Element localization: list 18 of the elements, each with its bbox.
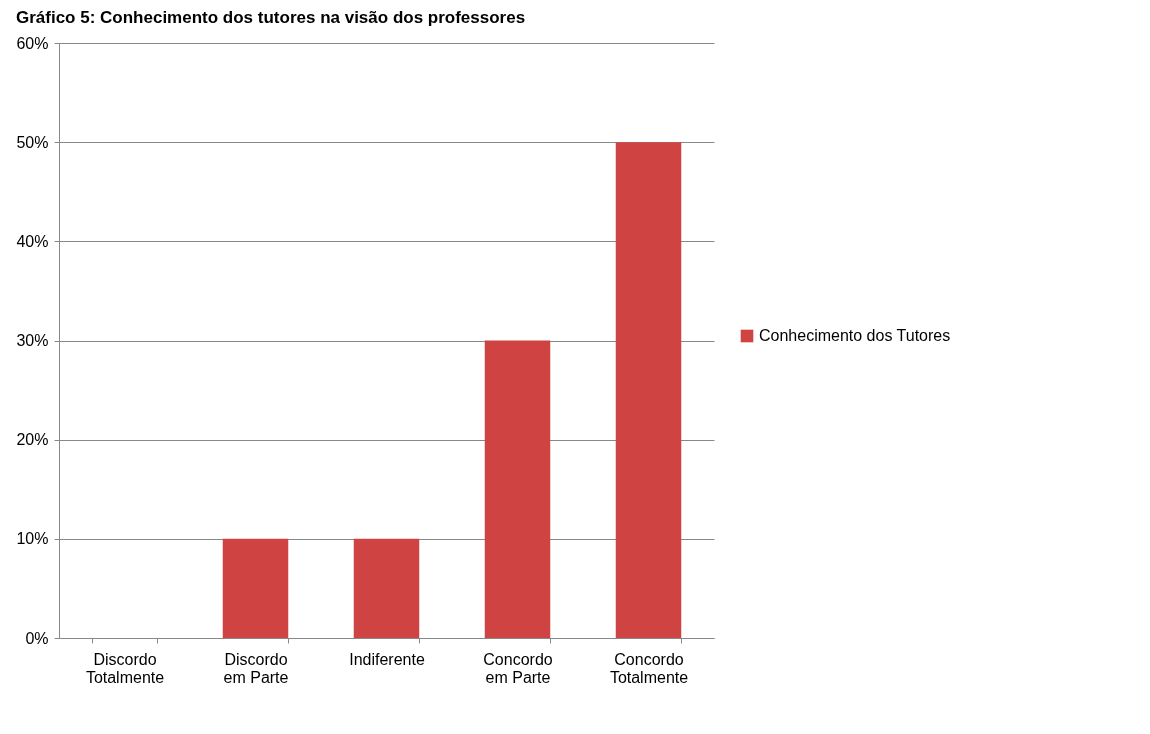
- bar: [484, 340, 551, 638]
- x-tick-label: Concordo Totalmente: [609, 650, 689, 686]
- y-tick-label: 30%: [16, 332, 49, 349]
- y-tick-label: 10%: [16, 530, 49, 548]
- y-tick-label: 60%: [16, 34, 49, 52]
- chart-title: Gráfico 5: Conhecimento dos tutores na visão dos professores: [15, 8, 526, 27]
- bar: [353, 538, 420, 638]
- x-tick-label: Concordo em Parte: [483, 650, 553, 686]
- x-tick-label: Discordo em Parte: [223, 650, 289, 686]
- legend-label: Conhecimento dos Tutores: [759, 327, 951, 344]
- y-tick-label: 50%: [16, 133, 49, 151]
- bar: [222, 538, 289, 638]
- y-tick-label: 20%: [16, 431, 49, 449]
- x-tick-label: Indiferente: [349, 650, 425, 668]
- y-tick-label: 40%: [16, 232, 49, 250]
- x-tick-label: Discordo Totalmente: [85, 650, 165, 686]
- bar: [615, 142, 682, 638]
- y-tick-label: 0%: [25, 629, 49, 647]
